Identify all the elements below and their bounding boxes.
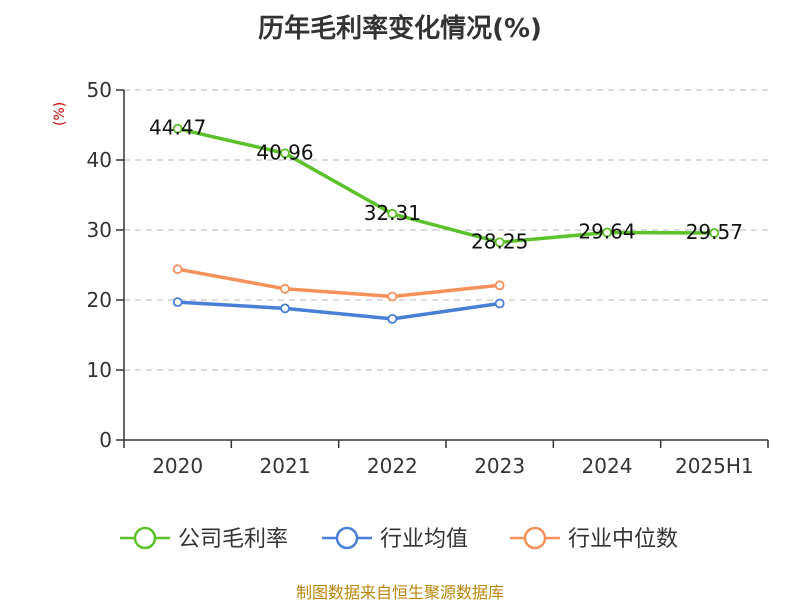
legend: 公司毛利率 行业均值 行业中位数 bbox=[120, 526, 678, 552]
legend-marker bbox=[523, 526, 547, 550]
axes: 0 10 20 30 40 50 2020 2021 2022 2023 2024 2025H1 bbox=[87, 78, 769, 478]
data-label: 29.64 bbox=[578, 220, 635, 244]
data-point bbox=[709, 228, 720, 238]
data-point bbox=[280, 148, 290, 159]
series-line bbox=[175, 300, 502, 321]
x-tick-label: 2020 bbox=[152, 454, 203, 478]
series-1 bbox=[172, 297, 505, 324]
data-label: 40.96 bbox=[256, 140, 313, 164]
data-point bbox=[387, 291, 398, 302]
x-tick-label: 2023 bbox=[474, 454, 525, 478]
legend-item-0: 公司毛利率 bbox=[120, 526, 288, 552]
data-point bbox=[172, 123, 183, 134]
y-tick-label: 30 bbox=[87, 218, 112, 242]
y-tick-label: 40 bbox=[87, 148, 112, 172]
y-tick-label: 50 bbox=[87, 78, 112, 102]
legend-marker bbox=[133, 526, 157, 550]
data-point bbox=[387, 313, 398, 324]
data-point bbox=[494, 237, 505, 248]
legend-label: 行业中位数 bbox=[568, 527, 678, 552]
data-point bbox=[280, 303, 290, 314]
legend-item-1: 行业均值 bbox=[322, 526, 468, 552]
data-point bbox=[172, 297, 183, 308]
y-tick-label: 20 bbox=[87, 288, 112, 312]
data-label: 28.25 bbox=[471, 229, 528, 253]
data-label: 29.57 bbox=[686, 220, 743, 244]
legend-label: 行业均值 bbox=[380, 527, 468, 552]
series-group: 44.47 40.96 32.31 28.25 29.64 29.57 bbox=[149, 116, 743, 324]
x-tick-label: 2022 bbox=[367, 454, 418, 478]
data-point bbox=[172, 264, 183, 275]
x-tick-label: 2021 bbox=[260, 454, 311, 478]
data-label: 32.31 bbox=[364, 201, 421, 225]
x-tick-label: 2025H1 bbox=[675, 454, 754, 478]
data-point bbox=[602, 227, 612, 238]
series-line bbox=[175, 126, 717, 245]
legend-marker bbox=[335, 526, 359, 550]
y-tick-label: 0 bbox=[99, 428, 112, 452]
series-0: 44.47 40.96 32.31 28.25 29.64 29.57 bbox=[149, 116, 743, 254]
legend-item-2: 行业中位数 bbox=[510, 526, 678, 552]
data-point bbox=[494, 280, 505, 291]
data-point bbox=[387, 208, 398, 219]
data-point bbox=[280, 283, 290, 294]
series-line bbox=[175, 267, 502, 299]
data-point bbox=[494, 298, 505, 309]
series-2 bbox=[172, 264, 505, 302]
chart-title: 历年毛利率变化情况(%) bbox=[258, 14, 542, 44]
data-source-note: 制图数据来自恒生聚源数据库 bbox=[295, 583, 504, 602]
x-tick-label: 2024 bbox=[582, 454, 633, 478]
y-tick-label: 10 bbox=[87, 358, 112, 382]
legend-label: 公司毛利率 bbox=[178, 527, 288, 552]
data-label: 44.47 bbox=[149, 116, 206, 140]
grid-lines bbox=[124, 89, 768, 371]
